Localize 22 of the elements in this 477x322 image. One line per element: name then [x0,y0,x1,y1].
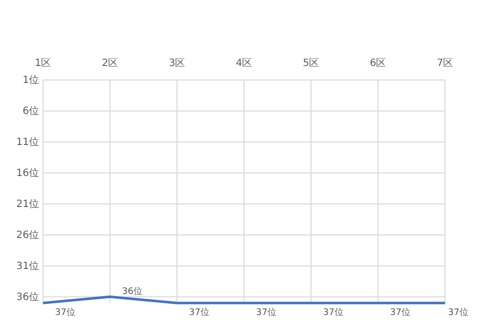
data-label: 37位 [256,307,276,318]
data-label: 37位 [55,307,76,318]
y-tick-label: 36位 [16,291,39,304]
data-label: 37位 [189,307,210,318]
data-label: 37位 [390,307,410,318]
x-tick-label: 6区 [370,58,386,69]
y-tick-label: 11位 [16,136,39,148]
x-tick-label: 7区 [436,58,454,69]
x-tick-label: 1区 [34,58,52,69]
y-tick-label: 16位 [16,167,39,180]
y-tick-label: 26位 [16,229,39,242]
x-tick-label: 5区 [302,58,320,69]
x-tick-label: 3区 [168,58,186,69]
data-label: 36位 [122,286,142,297]
y-tick-label: 1位 [22,74,39,86]
y-tick-label: 6位 [22,105,39,118]
data-label: 37位 [448,307,468,318]
y-tick-label: 21位 [16,198,39,210]
y-tick-label: 31位 [16,260,39,272]
data-label: 37位 [323,307,344,318]
x-tick-label: 4区 [236,58,252,69]
x-tick-label: 2区 [102,58,118,69]
